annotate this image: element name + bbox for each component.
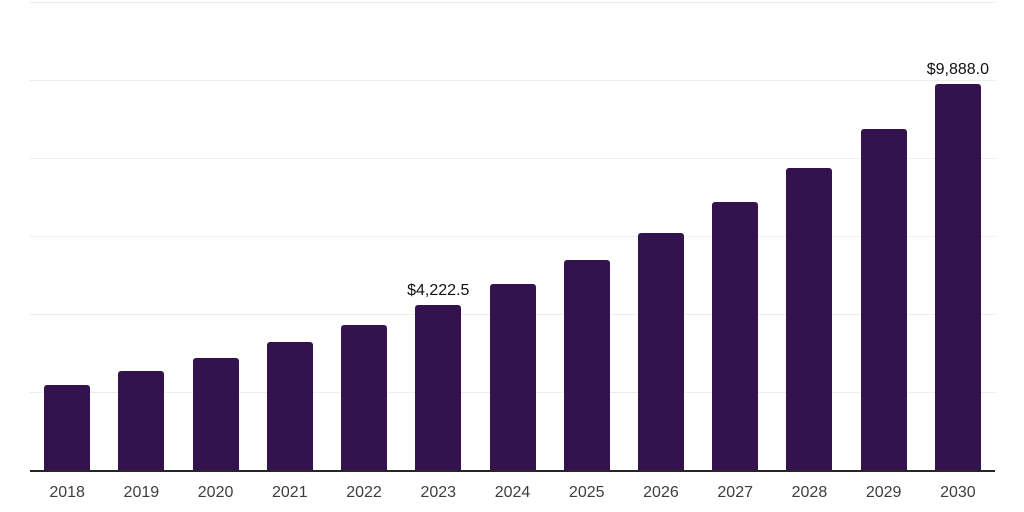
bar-2024 [489,284,536,470]
bar-value-label-2030: $9,888.0 [926,61,990,79]
x-tick-label-2021: 2021 [272,484,308,501]
bar-2018 [44,385,91,470]
x-tick-label-2026: 2026 [643,484,679,501]
gridline [30,80,995,81]
x-tick-label-2019: 2019 [123,484,160,501]
bar-2025 [563,260,610,470]
bar-2022 [341,325,388,470]
x-tick-label-2024: 2024 [494,484,531,501]
bar-2026 [637,233,684,470]
x-tick-label-2023: 2023 [420,484,457,501]
x-tick-label-2027: 2027 [717,484,753,501]
gridline [30,2,995,3]
x-tick-label-2018: 2018 [49,484,85,501]
bar-2027 [712,202,759,470]
x-tick-label-2025: 2025 [568,484,605,501]
bar-2030 [934,84,981,470]
x-tick-label-2020: 2020 [197,484,234,501]
bar-value-label-2023: $4,222.5 [407,282,470,300]
plot-area: $4,222.5 $9,888.0 [30,2,995,472]
x-tick-label-2022: 2022 [346,484,382,501]
bar-2021 [266,342,313,470]
x-tick-label-2028: 2028 [791,484,828,501]
bar-2023 [415,305,462,470]
bar-2020 [192,358,239,470]
x-tick-label-2030: 2030 [940,484,976,501]
gridline [30,158,995,159]
bar-2019 [118,371,165,470]
bar-2029 [860,128,907,470]
bar-2028 [786,167,833,470]
gridline [30,236,995,237]
x-tick-label-2029: 2029 [865,484,902,501]
